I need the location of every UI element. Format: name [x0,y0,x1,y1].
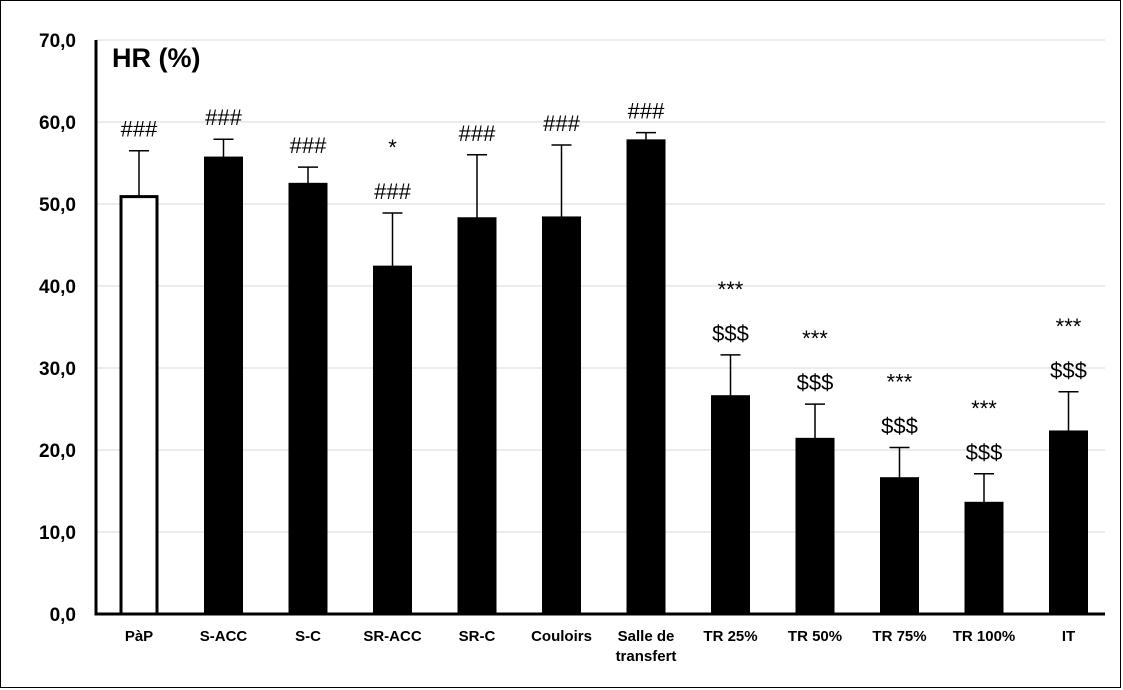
x-category-label: SR-ACC [363,628,421,645]
y-tick-labels: 0,0 10,0 20,0 30,0 40,0 50,0 60,0 70,0 [39,31,76,626]
significance-annotation: ### [459,121,496,146]
bar [626,139,666,616]
x-category-label: S-ACC [200,628,248,645]
significance-annotation: ### [628,99,665,124]
bar [711,395,750,616]
x-category-label: SR-C [459,628,496,645]
bar [542,216,581,616]
bar [457,217,497,616]
significance-annotation: $$$ [712,321,749,346]
x-category-label: S-C [295,628,321,645]
significance-annotation: ### [290,133,327,158]
bar [373,265,412,616]
significance-annotation: $$$ [1050,358,1087,383]
x-category-label: Couloirs [531,628,592,645]
x-category-label: PàP [125,628,153,645]
significance-annotation: ### [121,117,158,142]
x-category-label: transfert [616,648,677,665]
significance-annotation: $$$ [966,440,1003,465]
significance-annotation: $$$ [881,414,918,439]
bar [880,477,919,616]
significance-annotation: ### [374,179,411,204]
y-tick-label: 10,0 [39,523,76,544]
x-category-label: Salle de [618,628,675,645]
bar [964,501,1004,616]
significance-annotation: ### [543,111,580,136]
bars [119,139,1088,616]
significance-annotation: *** [802,326,828,351]
significance-annotation: ### [205,105,242,130]
gridlines [96,39,1105,533]
significance-annotation: * [388,135,397,160]
significance-annotation: *** [1056,314,1082,339]
y-tick-label: 50,0 [39,195,76,216]
x-category-label: TR 75% [872,628,926,645]
error-bars [129,131,1079,504]
y-tick-label: 40,0 [39,277,76,298]
chart-title: HR (%) [112,43,201,73]
x-category-labels: PàP S-ACC S-C SR-ACC SR-C Couloirs Salle de tra… [125,628,1075,665]
bar [795,437,835,616]
x-category-label: IT [1062,628,1075,645]
bar [288,182,328,616]
significance-annotation: *** [887,370,913,395]
x-category-label: TR 50% [788,628,842,645]
bar [1049,430,1088,616]
x-category-label: TR 25% [703,628,757,645]
y-tick-label: 0,0 [50,605,76,626]
y-tick-label: 30,0 [39,359,76,380]
y-tick-label: 70,0 [39,31,76,52]
x-category-label: TR 100% [953,628,1016,645]
axes [94,40,1105,616]
bar [119,195,159,616]
significance-annotation: $$$ [797,370,834,395]
y-tick-label: 60,0 [39,113,76,134]
significance-annotations: ### ### ### * ### ### ### ### *** $$$ *** $$$ *** $$$… [121,99,1087,465]
significance-annotation: *** [718,277,744,302]
bar [204,156,243,616]
y-tick-label: 20,0 [39,441,76,462]
significance-annotation: *** [971,396,997,421]
